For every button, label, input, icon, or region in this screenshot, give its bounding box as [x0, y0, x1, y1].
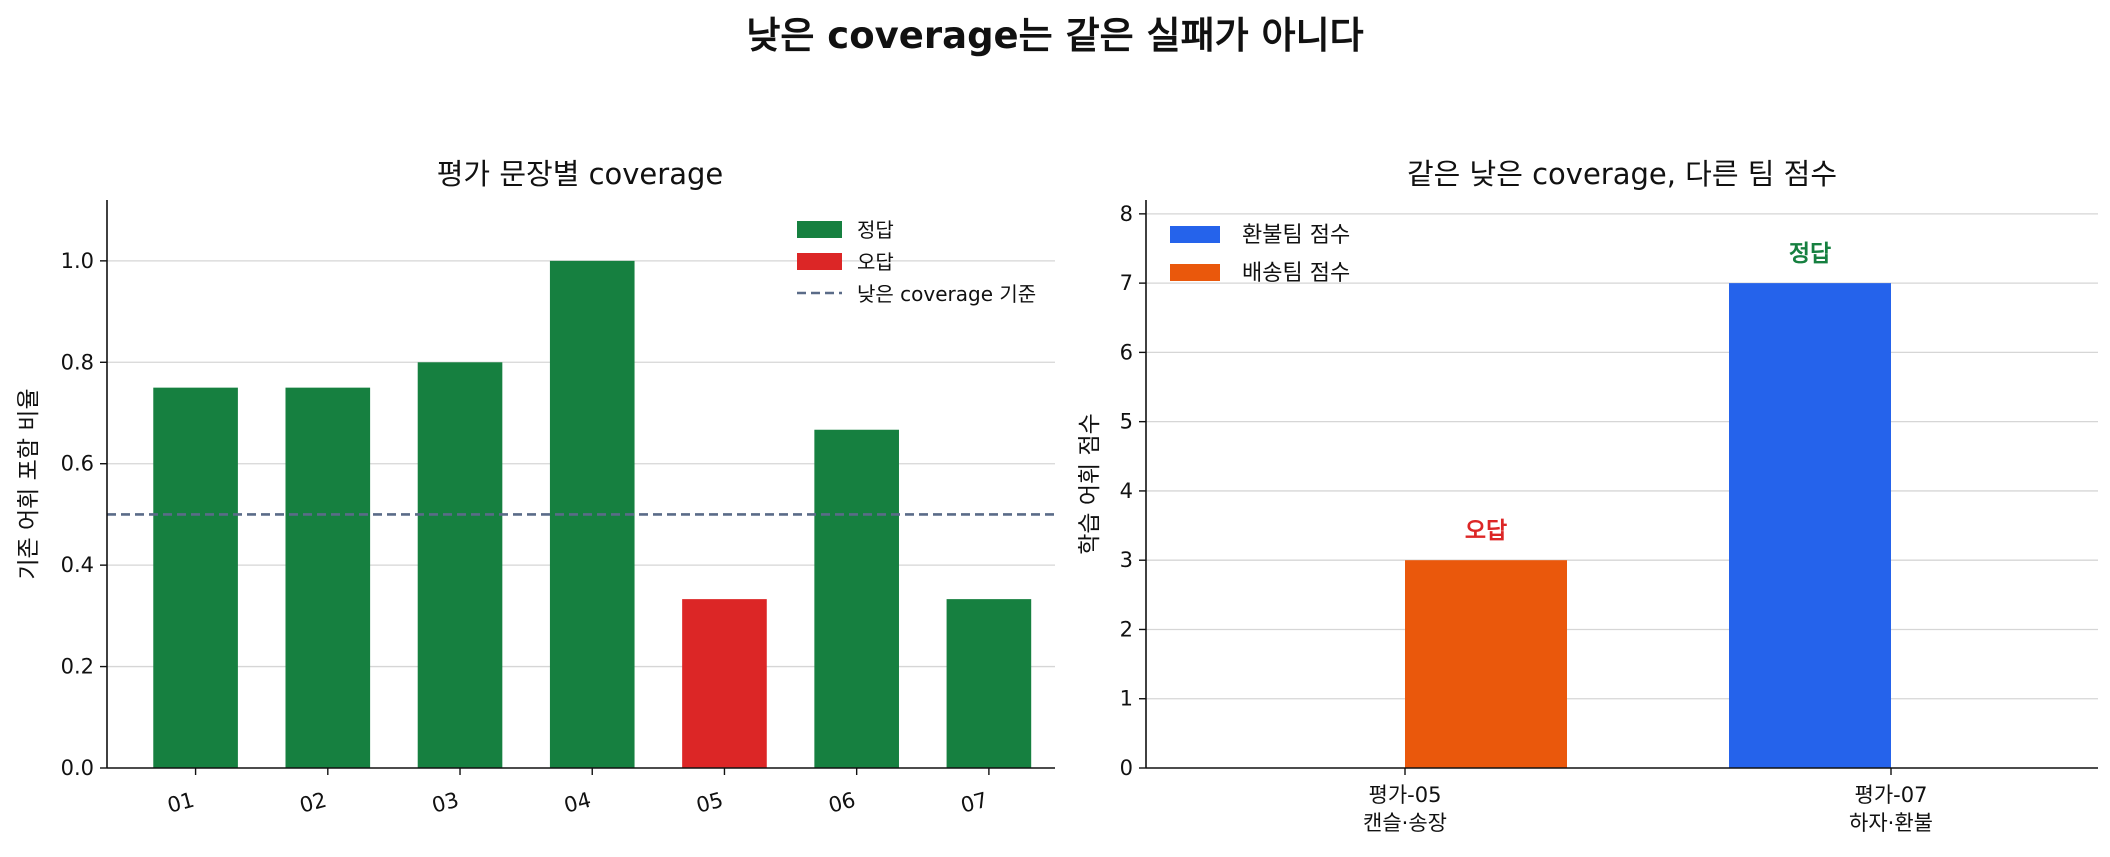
x-tick-label: 06 — [826, 788, 858, 818]
legend-swatch-wrong — [797, 253, 842, 270]
bar-06 — [814, 429, 899, 768]
right-legend: 환불팀 점수 배송팀 점수 — [1170, 223, 1350, 286]
y-tick-label: 0.0 — [61, 756, 94, 780]
left-y-ticks: 0.0 0.2 0.4 0.6 0.8 1.0 — [61, 249, 107, 780]
x-tick-sublabel: 캔슬·송장 — [1363, 811, 1447, 835]
legend-label-wrong: 오답 — [857, 250, 894, 274]
x-tick-label: 04 — [561, 788, 593, 818]
y-tick-label: 5 — [1120, 410, 1133, 434]
left-y-axis-label: 기존 어휘 포함 비율 — [16, 388, 42, 579]
bar-02 — [285, 387, 371, 768]
y-tick-label: 0.8 — [61, 350, 94, 374]
coverage-chart: 평가 문장별 coverage 0.00.20.40.60.81.0 01 02 0… — [16, 157, 1055, 818]
y-tick-label: 2 — [1120, 617, 1133, 641]
annotation-correct: 정답 — [1789, 241, 1831, 267]
legend-label-refund: 환불팀 점수 — [1242, 223, 1350, 248]
y-tick-label: 0 — [1120, 756, 1133, 780]
x-tick-label: 07 — [958, 788, 990, 818]
figure-title: 낮은 coverage는 같은 실패가 아니다 — [746, 14, 1363, 57]
x-tick-label: 05 — [694, 788, 726, 818]
y-tick-label: 0.4 — [61, 553, 94, 577]
bar-05 — [682, 599, 767, 768]
x-tick-label: 평가-07 — [1855, 783, 1928, 807]
x-tick-label: 02 — [297, 788, 329, 818]
y-tick-label: 3 — [1120, 548, 1133, 572]
left-x-ticks: 01 02 03 04 05 06 07 — [165, 768, 990, 818]
right-chart-title: 같은 낮은 coverage, 다른 팀 점수 — [1407, 157, 1837, 191]
x-tick-label: 03 — [429, 788, 461, 818]
x-tick-label: 01 — [165, 788, 197, 818]
team-score-chart: 같은 낮은 coverage, 다른 팀 점수 오답 정답 0 1 2 3 4 5 6 7 8 평… — [1077, 157, 2098, 835]
right-annotations: 오답 정답 — [1465, 241, 1831, 544]
x-tick-label: 평가-05 — [1369, 783, 1442, 807]
right-gridlines — [1146, 213, 2098, 700]
legend-label-threshold: 낮은 coverage 기준 — [857, 282, 1036, 306]
bar-shipping-0 — [1405, 560, 1567, 768]
legend-label-shipping: 배송팀 점수 — [1242, 261, 1350, 286]
legend-label-correct: 정답 — [857, 218, 894, 242]
right-bars — [1405, 283, 1891, 768]
right-y-ticks: 0 1 2 3 4 5 6 7 8 — [1120, 202, 1146, 780]
bar-03 — [417, 362, 503, 768]
left-bars — [153, 260, 1032, 768]
right-y-axis-label: 학습 어휘 점수 — [1077, 413, 1103, 555]
y-tick-label: 0.2 — [61, 655, 94, 679]
y-tick-label: 8 — [1120, 202, 1133, 226]
y-tick-label: 1.0 — [61, 249, 94, 273]
left-legend: 정답 오답 낮은 coverage 기준 — [797, 218, 1036, 306]
y-tick-label: 7 — [1120, 271, 1133, 295]
left-chart-title: 평가 문장별 coverage — [437, 157, 723, 191]
y-tick-label: 4 — [1120, 479, 1133, 503]
y-tick-label: 0.6 — [61, 452, 94, 476]
bar-04 — [549, 260, 635, 768]
legend-swatch-shipping — [1170, 264, 1220, 281]
x-tick-sublabel: 하자·환불 — [1849, 811, 1933, 835]
legend-swatch-correct — [797, 221, 842, 238]
y-tick-label: 6 — [1120, 340, 1133, 364]
legend-swatch-refund — [1170, 226, 1220, 243]
annotation-wrong: 오답 — [1465, 518, 1507, 544]
bar-07 — [946, 599, 1032, 768]
bar-refund-1 — [1729, 283, 1891, 768]
y-tick-label: 1 — [1120, 687, 1133, 711]
bar-01 — [153, 387, 238, 768]
right-x-ticks: 평가-05 캔슬·송장 평가-07 하자·환불 — [1363, 768, 1933, 835]
